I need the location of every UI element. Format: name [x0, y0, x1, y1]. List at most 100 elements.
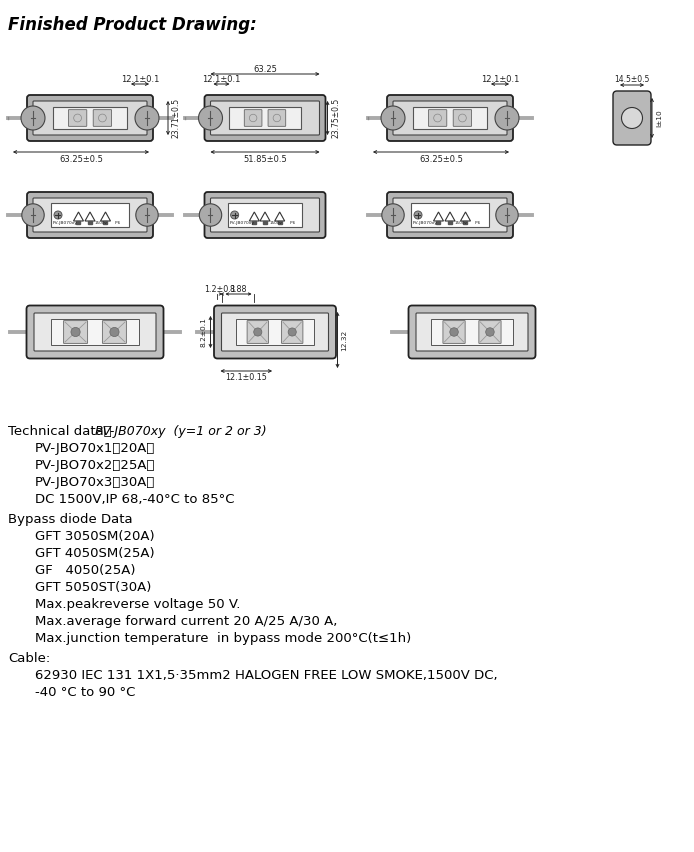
Circle shape [622, 107, 643, 129]
Circle shape [254, 328, 262, 336]
Text: DC 1500V,IP 68,-40°C to 85°C: DC 1500V,IP 68,-40°C to 85°C [35, 493, 235, 506]
Text: 1500v: 1500v [270, 221, 283, 225]
Bar [51, 319, 139, 345]
Text: Cable:: Cable: [8, 652, 50, 665]
Text: Max.peakreverse voltage 50 V.: Max.peakreverse voltage 50 V. [35, 598, 240, 611]
Text: PV-JBO70x2（25A）: PV-JBO70x2（25A） [35, 459, 155, 472]
Text: Technical data：: Technical data： [8, 425, 112, 438]
Text: GF   4050(25A): GF 4050(25A) [35, 564, 135, 577]
Bar [448, 221, 452, 224]
FancyBboxPatch shape [210, 198, 319, 232]
Text: 63.25: 63.25 [253, 65, 277, 73]
Bar [431, 319, 513, 345]
Bar [53, 106, 127, 130]
FancyBboxPatch shape [93, 110, 112, 126]
Text: PV-JB070xy: PV-JB070xy [53, 221, 78, 225]
Text: 12.1±0.1: 12.1±0.1 [203, 74, 241, 83]
Text: GFT 3050SM(20A): GFT 3050SM(20A) [35, 530, 155, 543]
FancyBboxPatch shape [443, 320, 465, 343]
Text: PV-JBO70x1（20A）: PV-JBO70x1（20A） [35, 442, 155, 455]
Circle shape [450, 328, 458, 337]
Bar [413, 106, 487, 130]
FancyBboxPatch shape [205, 192, 325, 238]
FancyBboxPatch shape [247, 320, 269, 343]
Text: 8.88: 8.88 [230, 285, 247, 293]
Circle shape [382, 204, 404, 226]
Text: -40 °C to 90 °C: -40 °C to 90 °C [35, 686, 135, 699]
Text: GFT 4050SM(25A): GFT 4050SM(25A) [35, 547, 155, 560]
Text: 23.71±0.5: 23.71±0.5 [172, 98, 181, 138]
Text: 12.1±0.15: 12.1±0.15 [226, 373, 267, 383]
Circle shape [198, 106, 223, 130]
FancyBboxPatch shape [268, 110, 286, 126]
Text: 1500v: 1500v [455, 221, 468, 225]
Text: 12.1±0.1: 12.1±0.1 [121, 74, 159, 83]
Text: 1500v: 1500v [95, 221, 108, 225]
FancyBboxPatch shape [416, 313, 528, 351]
Bar [228, 203, 303, 227]
Circle shape [71, 327, 80, 337]
Bar [253, 221, 256, 224]
Bar [437, 221, 441, 224]
FancyBboxPatch shape [27, 95, 153, 141]
Text: 1.2±0.1: 1.2±0.1 [204, 285, 236, 293]
FancyBboxPatch shape [214, 306, 336, 359]
Text: PV-JB070xy: PV-JB070xy [230, 221, 255, 225]
Bar [278, 221, 282, 224]
Text: 51.85±0.5: 51.85±0.5 [243, 154, 287, 164]
FancyBboxPatch shape [409, 306, 536, 359]
Text: 23.75±0.5: 23.75±0.5 [332, 98, 341, 138]
Text: 8.2±0.1: 8.2±0.1 [201, 317, 207, 347]
Circle shape [110, 327, 119, 337]
Text: Max.junction temperature  in bypass mode 200°C(t≤1h): Max.junction temperature in bypass mode … [35, 632, 412, 645]
FancyBboxPatch shape [69, 110, 87, 126]
Text: IP6: IP6 [290, 221, 296, 225]
FancyBboxPatch shape [34, 313, 156, 351]
Text: 62930 IEC 131 1X1,5·35mm2 HALOGEN FREE LOW SMOKE,1500V DC,: 62930 IEC 131 1X1,5·35mm2 HALOGEN FREE L… [35, 669, 498, 682]
FancyBboxPatch shape [613, 91, 651, 145]
FancyBboxPatch shape [103, 320, 126, 343]
Text: 12.1±0.1: 12.1±0.1 [481, 74, 519, 83]
FancyBboxPatch shape [221, 313, 328, 351]
FancyBboxPatch shape [387, 192, 513, 238]
Bar [464, 221, 468, 224]
Text: 14.5±0.5: 14.5±0.5 [614, 76, 650, 84]
Bar [103, 221, 108, 224]
Circle shape [288, 328, 296, 336]
Text: IP6: IP6 [115, 221, 121, 225]
FancyBboxPatch shape [33, 101, 147, 135]
FancyBboxPatch shape [244, 110, 262, 126]
FancyBboxPatch shape [33, 198, 147, 232]
Bar [263, 221, 267, 224]
FancyBboxPatch shape [479, 320, 501, 343]
FancyBboxPatch shape [205, 95, 325, 141]
FancyBboxPatch shape [64, 320, 87, 343]
Bar [229, 106, 301, 130]
FancyBboxPatch shape [428, 110, 447, 126]
Text: PV-JB070xy  (y=1 or 2 or 3): PV-JB070xy (y=1 or 2 or 3) [95, 425, 266, 438]
Bar [236, 319, 314, 345]
Circle shape [230, 211, 239, 219]
Text: 63.25±0.5: 63.25±0.5 [59, 154, 103, 164]
Text: Finished Product Drawing:: Finished Product Drawing: [8, 16, 257, 34]
Circle shape [22, 204, 44, 226]
Circle shape [135, 106, 159, 130]
Circle shape [495, 106, 519, 130]
Bar [88, 221, 92, 224]
Text: Max.average forward current 20 A/25 A/30 A,: Max.average forward current 20 A/25 A/30… [35, 615, 337, 628]
Text: PV-JBO70x3（30A）: PV-JBO70x3（30A） [35, 476, 155, 489]
Circle shape [496, 204, 518, 226]
Bar [51, 203, 129, 227]
Circle shape [136, 204, 158, 226]
Text: GFT 5050ST(30A): GFT 5050ST(30A) [35, 581, 151, 594]
FancyBboxPatch shape [387, 95, 513, 141]
Text: l±10: l±10 [656, 109, 662, 127]
Circle shape [54, 211, 62, 219]
FancyBboxPatch shape [210, 101, 319, 135]
Text: PV-JB070xy: PV-JB070xy [413, 221, 438, 225]
Bar [411, 203, 489, 227]
Circle shape [381, 106, 405, 130]
Circle shape [21, 106, 45, 130]
FancyBboxPatch shape [393, 198, 507, 232]
FancyBboxPatch shape [393, 101, 507, 135]
